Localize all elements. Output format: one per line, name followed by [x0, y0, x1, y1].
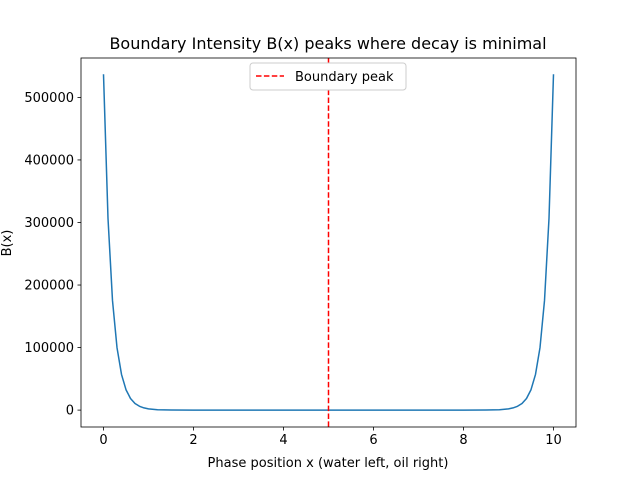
- x-tick-label: 0: [99, 433, 107, 448]
- y-axis: 0 100000 200000 300000 400000 500000: [24, 91, 81, 419]
- y-tick-label: 500000: [24, 91, 74, 106]
- legend: Boundary peak: [249, 62, 407, 91]
- y-tick-label: 300000: [24, 216, 74, 231]
- x-tick-label: 2: [189, 433, 197, 448]
- y-tick-label: 400000: [24, 153, 74, 168]
- x-axis-label: Phase position x (water left, oil right): [208, 456, 449, 471]
- legend-frame: [249, 62, 407, 91]
- x-tick-label: 6: [369, 433, 377, 448]
- y-tick-label: 0: [66, 404, 74, 419]
- chart-title: Boundary Intensity B(x) peaks where deca…: [109, 34, 546, 53]
- y-tick-label: 100000: [24, 341, 74, 356]
- axes-frame: [80, 57, 577, 428]
- x-tick-label: 8: [459, 433, 467, 448]
- x-tick-label: 4: [279, 433, 287, 448]
- x-axis: 0 2 4 6 8 10: [99, 427, 562, 448]
- legend-label: Boundary peak: [295, 70, 394, 85]
- y-axis-label: B(x): [0, 230, 15, 257]
- x-tick-label: 10: [545, 433, 562, 448]
- plot-area: [80, 57, 577, 428]
- y-tick-label: 200000: [24, 279, 74, 294]
